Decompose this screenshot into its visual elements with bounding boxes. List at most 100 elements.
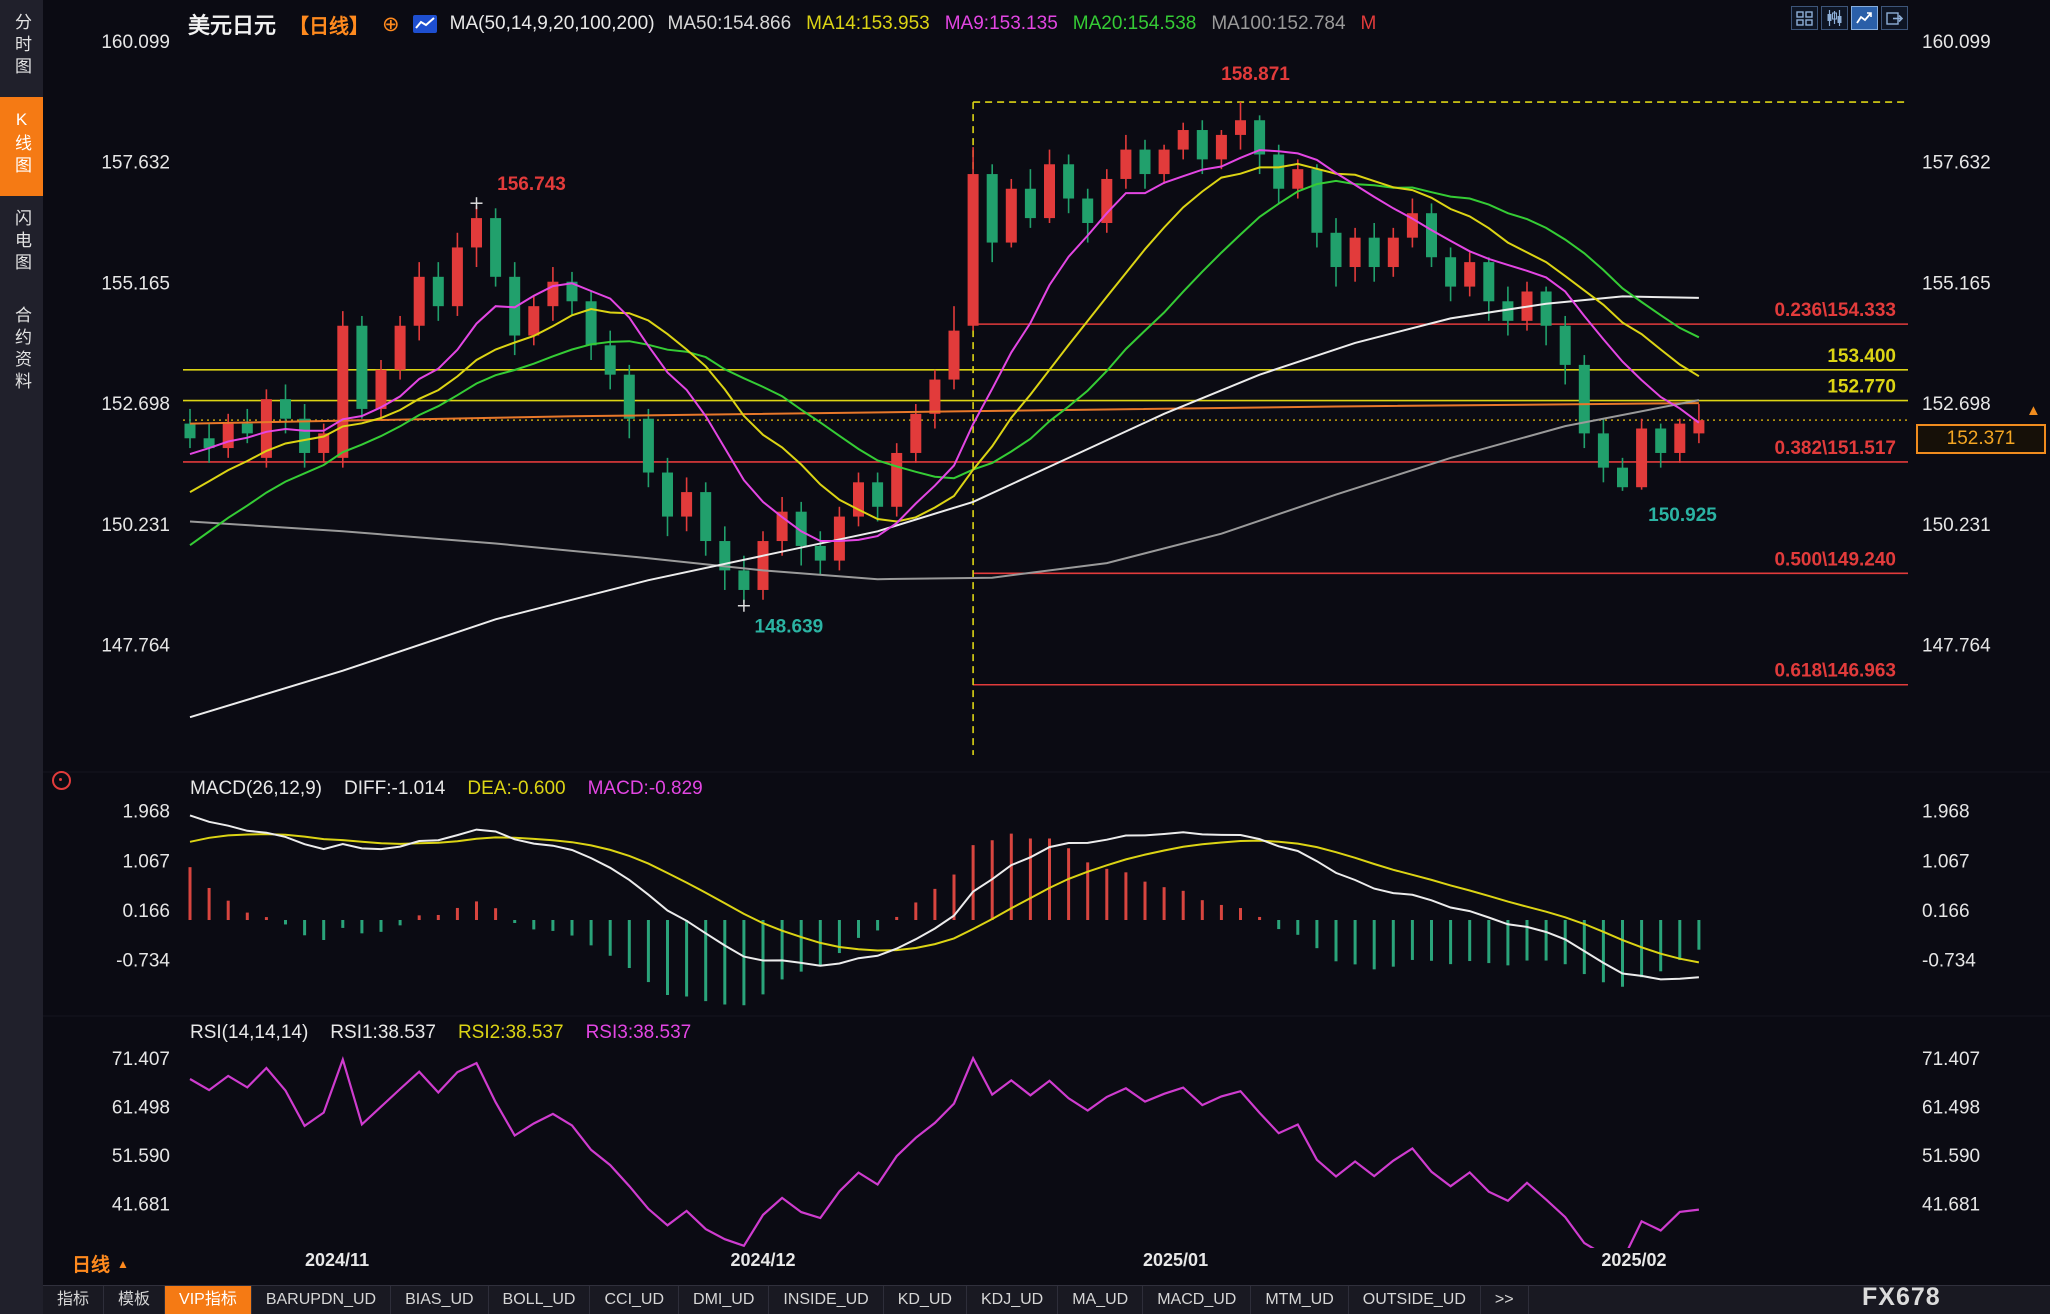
- bottom-tab--[interactable]: 模板: [104, 1286, 166, 1314]
- candle-body: [604, 345, 616, 375]
- candle-body: [1063, 164, 1075, 199]
- bottom-tab-kdj_ud[interactable]: KDJ_UD: [967, 1286, 1059, 1314]
- bottom-tab-ma_ud[interactable]: MA_UD: [1058, 1286, 1144, 1314]
- candle-body: [1597, 433, 1609, 468]
- bottom-tab-dmi_ud[interactable]: DMI_UD: [679, 1286, 770, 1314]
- sidebar-item-contract-info[interactable]: 合约资料: [0, 293, 43, 412]
- date-label: 2024/11: [305, 1250, 369, 1270]
- candle-body: [260, 399, 272, 458]
- rsi-axis-label-right: 41.681: [1922, 1195, 1980, 1216]
- candle-body: [1273, 154, 1285, 189]
- macd-indicator-header: MACD(26,12,9) DIFF:-1.014 DEA:-0.600 MACD:-…: [190, 778, 703, 800]
- candle-body: [681, 492, 693, 517]
- candle-body: [184, 423, 196, 439]
- annotation-text: 158.871: [1221, 64, 1290, 85]
- candle-body: [1158, 149, 1170, 175]
- compare-add-icon[interactable]: ⊕: [382, 12, 400, 36]
- candle-body: [1674, 423, 1686, 453]
- candle-body: [700, 492, 712, 542]
- period-tag[interactable]: 【日线】: [289, 15, 370, 38]
- candle-body: [222, 423, 234, 449]
- candle-body: [1426, 213, 1437, 258]
- bottom-tab-cci_ud[interactable]: CCI_UD: [590, 1286, 680, 1314]
- macd-dea-line: [189, 833, 1700, 964]
- grid-layout-icon[interactable]: [1791, 6, 1818, 30]
- candle-body: [757, 541, 769, 590]
- period-selector[interactable]: 日线 ▲: [72, 1250, 129, 1277]
- candle-body: [337, 325, 349, 458]
- drawing-anchor-icon[interactable]: [52, 771, 71, 790]
- level-label: 0.236\154.333: [1774, 300, 1896, 321]
- bottom-tab-kd_ud[interactable]: KD_UD: [884, 1286, 967, 1314]
- candle-body: [1311, 169, 1323, 233]
- candle-body: [662, 472, 673, 517]
- candle-body: [910, 413, 922, 453]
- price-axis-label-right: 157.632: [1922, 153, 1991, 174]
- candle-body: [299, 418, 311, 453]
- macd-param: MACD(26,12,9): [190, 778, 322, 799]
- candle-body: [490, 218, 502, 277]
- price-axis-label-right: 152.698: [1922, 394, 1991, 415]
- sidebar-item-flash-chart[interactable]: 闪电图: [0, 196, 43, 293]
- rsi-axis-label-left: 71.407: [112, 1049, 170, 1070]
- candle-body: [1445, 257, 1457, 287]
- bottom-tab-mtm_ud[interactable]: MTM_UD: [1251, 1286, 1349, 1314]
- candle-body: [432, 276, 444, 307]
- candle-body: [547, 281, 559, 307]
- sidebar-item-time-chart[interactable]: 分时图: [0, 0, 43, 97]
- bottom-tab-outside_ud[interactable]: OUTSIDE_UD: [1349, 1286, 1481, 1314]
- candle-body: [585, 301, 597, 346]
- bottom-tab--[interactable]: >>: [1481, 1286, 1529, 1314]
- rsi-line: [189, 1055, 1700, 1248]
- ma-value: MA14:153.953: [806, 13, 930, 34]
- candle-body: [623, 374, 635, 419]
- rsi-indicator-header: RSI(14,14,14) RSI1:38.537 RSI2:38.537 RSI3:…: [190, 1022, 691, 1044]
- ma-value: MA100:152.784: [1211, 13, 1346, 34]
- sidebar-item-label: K线图: [12, 110, 31, 178]
- sidebar-item-kline-chart[interactable]: K线图: [0, 97, 43, 196]
- candle-body: [451, 247, 463, 307]
- bottom-tab-inside_ud[interactable]: INSIDE_UD: [769, 1286, 884, 1314]
- candle-body: [853, 482, 864, 517]
- ma-value: M: [1360, 13, 1377, 34]
- candle-body: [1215, 134, 1227, 160]
- candlestick-view-icon[interactable]: [1821, 6, 1848, 30]
- candle-body: [795, 511, 807, 546]
- bottom-tab-bias_ud[interactable]: BIAS_UD: [391, 1286, 489, 1314]
- period-up-arrow-icon: ▲: [117, 1256, 129, 1271]
- macd-axis-label-left: 1.968: [122, 802, 170, 823]
- price-axis-label-left: 150.231: [101, 515, 170, 536]
- bottom-tab-macd_ud[interactable]: MACD_UD: [1143, 1286, 1252, 1314]
- macd-layer: [188, 814, 1701, 1006]
- level-label: 152.770: [1827, 377, 1896, 398]
- macd-axis-label-left: 1.067: [122, 851, 170, 872]
- candle-body: [719, 541, 731, 571]
- sidebar-item-label: 闪电图: [12, 209, 31, 275]
- bottom-tab-vip-[interactable]: VIP指标: [165, 1286, 252, 1314]
- line-chart-view-icon[interactable]: [1851, 6, 1878, 30]
- ma-line-ma14: [189, 162, 1700, 523]
- sidebar-item-label: 合约资料: [12, 306, 31, 394]
- candle-body: [929, 379, 941, 414]
- symbol-title: 美元日元: [188, 13, 277, 38]
- price-axis-label-right: 160.099: [1922, 32, 1991, 53]
- candle-body: [1559, 325, 1571, 365]
- candle-body: [394, 325, 406, 370]
- candle-body: [203, 438, 215, 449]
- candle-body: [471, 218, 482, 248]
- macd-param: DIFF:-1.014: [344, 778, 446, 799]
- candle-body: [642, 418, 654, 473]
- bottom-tab--[interactable]: 指标: [43, 1286, 105, 1314]
- candle-body: [1540, 291, 1552, 326]
- bottom-tab-barupdn_ud[interactable]: BARUPDN_UD: [252, 1286, 392, 1314]
- level-label: 0.500\149.240: [1774, 549, 1896, 570]
- price-axis-label-right: 147.764: [1922, 636, 1991, 657]
- candle-body: [872, 482, 884, 507]
- new-window-icon[interactable]: [1881, 6, 1908, 30]
- candle-body: [1177, 130, 1189, 150]
- macd-axis-label-right: 1.067: [1922, 851, 1970, 872]
- candle-body: [891, 452, 903, 507]
- bottom-tab-boll_ud[interactable]: BOLL_UD: [489, 1286, 591, 1314]
- annotation-text: 156.743: [497, 174, 566, 195]
